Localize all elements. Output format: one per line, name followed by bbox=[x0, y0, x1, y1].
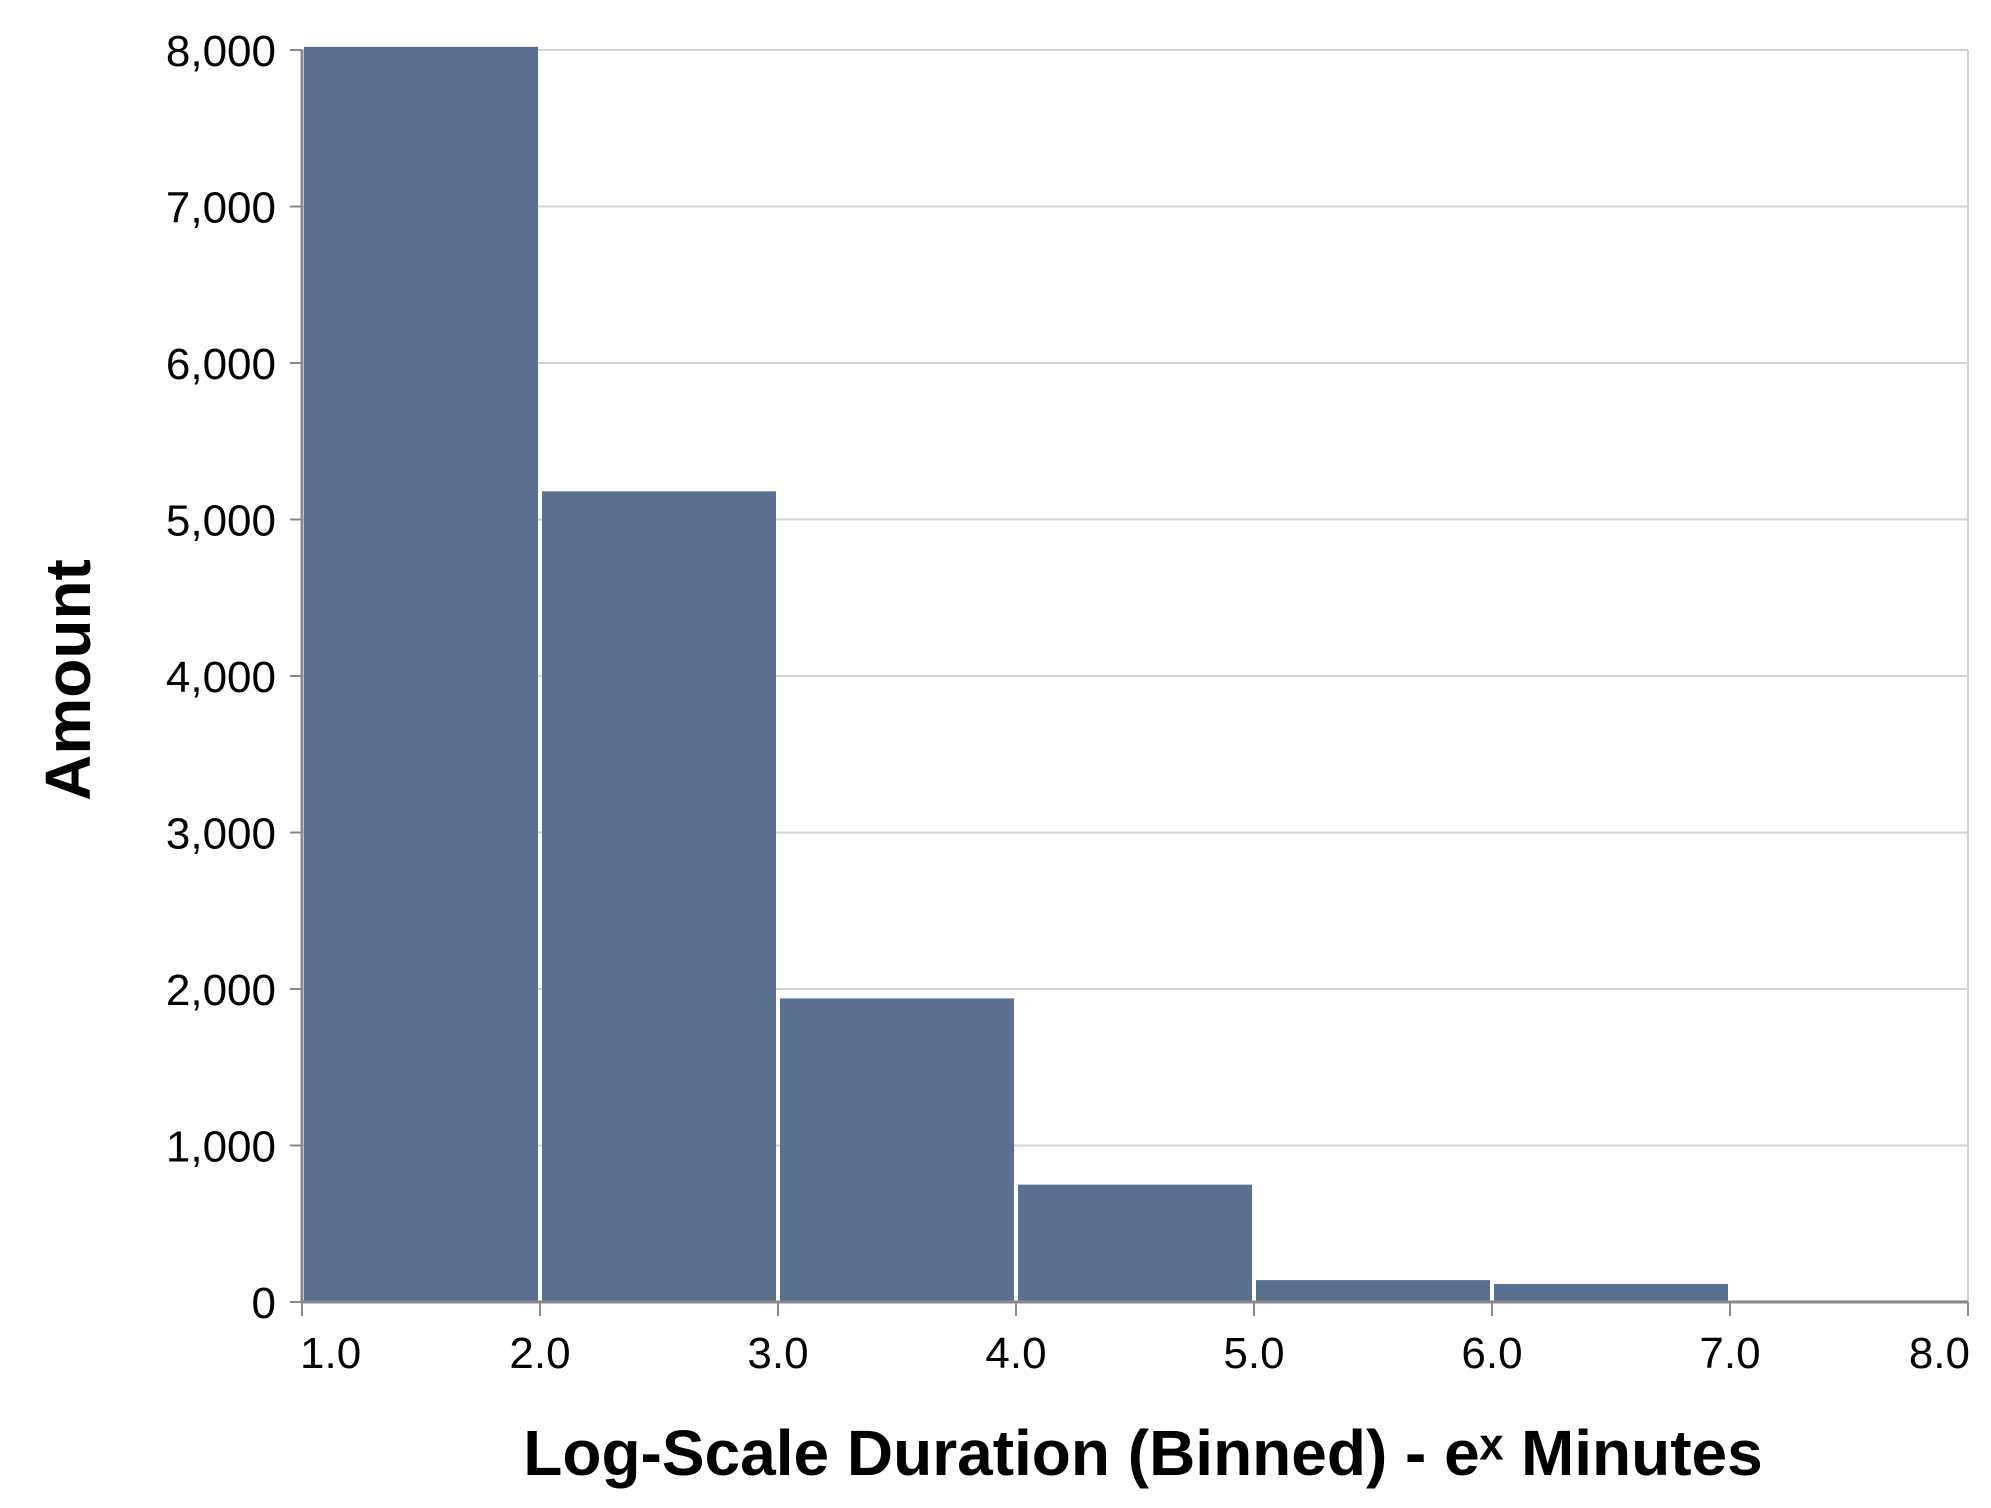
x-axis-title: Log-Scale Duration (Binned) - eˣ Minutes bbox=[523, 1417, 1762, 1489]
y-tick-label: 3,000 bbox=[166, 810, 276, 859]
histogram-bar bbox=[1256, 1280, 1490, 1302]
x-tick-label: 2.0 bbox=[509, 1329, 570, 1378]
y-axis-title: Amount bbox=[32, 559, 104, 801]
x-tick-label: 1.0 bbox=[300, 1329, 361, 1378]
y-tick-label: 8,000 bbox=[166, 27, 276, 76]
y-tick-label: 0 bbox=[252, 1279, 276, 1328]
bars bbox=[304, 46, 1966, 1303]
histogram-bar bbox=[780, 998, 1014, 1302]
y-tick-label: 1,000 bbox=[166, 1123, 276, 1172]
x-tick-label: 6.0 bbox=[1461, 1329, 1522, 1378]
histogram-bar bbox=[1018, 1184, 1252, 1302]
y-tick-label: 5,000 bbox=[166, 497, 276, 546]
x-tick-label: 5.0 bbox=[1223, 1329, 1284, 1378]
x-tick-label: 7.0 bbox=[1699, 1329, 1760, 1378]
axes bbox=[290, 49, 1969, 1316]
y-tick-label: 6,000 bbox=[166, 340, 276, 389]
x-tick-label: 3.0 bbox=[747, 1329, 808, 1378]
histogram-bar bbox=[542, 491, 776, 1303]
y-tick-label: 4,000 bbox=[166, 653, 276, 702]
x-tick-label: 4.0 bbox=[985, 1329, 1046, 1378]
histogram-bar bbox=[1494, 1284, 1728, 1302]
x-tick-labels: 1.0 2.0 3.0 4.0 5.0 6.0 7.0 8.0 bbox=[300, 1329, 1970, 1378]
x-tick-label: 8.0 bbox=[1909, 1329, 1970, 1378]
y-tick-label: 7,000 bbox=[166, 184, 276, 233]
y-tick-label: 2,000 bbox=[166, 966, 276, 1015]
y-tick-labels: 0 1,000 2,000 3,000 4,000 5,000 6,000 7,000 8,00… bbox=[166, 27, 276, 1328]
histogram-bar bbox=[304, 46, 538, 1303]
